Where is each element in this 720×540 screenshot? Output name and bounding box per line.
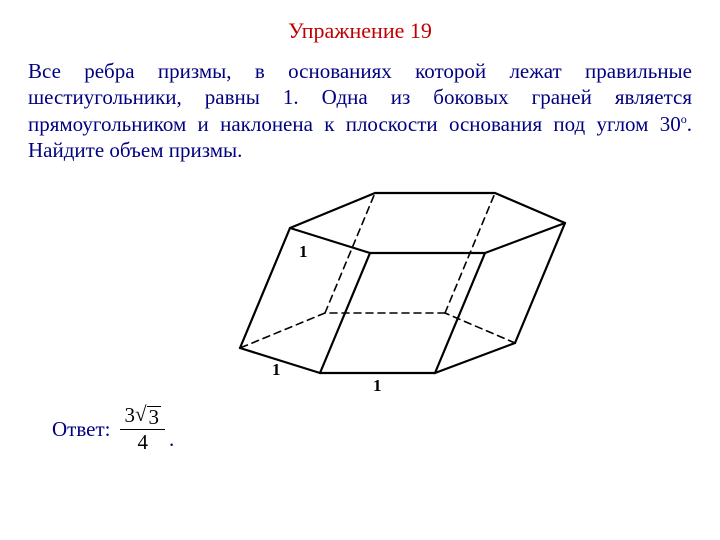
fraction-numerator: 3 √ 3: [120, 404, 165, 430]
problem-text: Все ребра призмы, в основаниях которой л…: [28, 58, 692, 163]
answer-label: Ответ:: [52, 417, 110, 442]
problem-part1: Все ребра призмы, в основаниях которой л…: [28, 59, 692, 136]
radicand: 3: [147, 406, 162, 428]
prism-figure: 1 1 1: [145, 173, 575, 398]
radical-sign: √: [135, 404, 147, 425]
sqrt: √ 3: [135, 404, 161, 428]
answer-period: .: [169, 427, 174, 454]
numerator-coeff: 3: [124, 404, 135, 427]
answer-row: Ответ: 3 √ 3 4 .: [52, 404, 692, 454]
answer-fraction: 3 √ 3 4: [120, 404, 165, 454]
fraction-denominator: 4: [137, 430, 148, 454]
edge-label-1: 1: [299, 242, 308, 261]
exercise-title: Упражнение 19: [28, 18, 692, 44]
figure-container: 1 1 1: [28, 173, 692, 398]
edge-label-3: 1: [373, 376, 382, 393]
edge-label-2: 1: [272, 360, 281, 379]
